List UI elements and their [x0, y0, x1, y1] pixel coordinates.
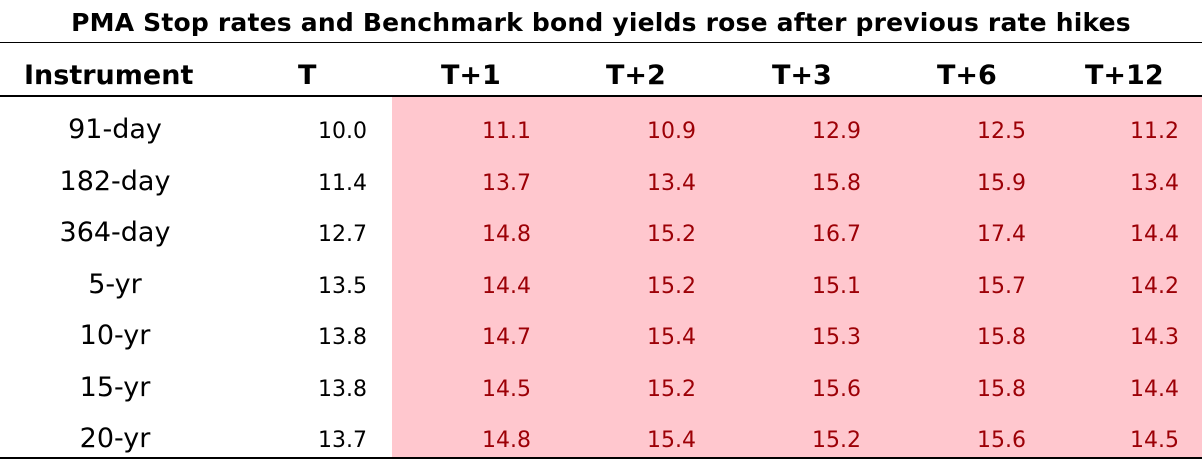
highlight-region — [392, 97, 1202, 457]
highlighted-value: 15.2 — [812, 428, 861, 453]
highlighted-value: 15.8 — [977, 376, 1026, 402]
table-title: PMA Stop rates and Benchmark bond yields… — [71, 8, 1131, 37]
column-header: T+2 — [606, 60, 666, 91]
highlighted-value: 14.4 — [1130, 222, 1179, 247]
instrument-label: 20-yr — [79, 423, 151, 454]
baseline-value: 12.7 — [318, 222, 367, 247]
column-header: T+6 — [937, 60, 997, 91]
baseline-value: 10.0 — [318, 119, 367, 144]
highlighted-value: 13.4 — [1130, 170, 1179, 196]
highlighted-value: 15.6 — [977, 428, 1026, 453]
highlighted-value: 15.6 — [812, 376, 861, 402]
highlighted-value: 12.5 — [977, 119, 1026, 144]
highlighted-value: 14.8 — [482, 428, 531, 453]
highlighted-value: 15.2 — [647, 273, 696, 299]
highlighted-value: 14.7 — [482, 325, 531, 350]
bottom-rule — [0, 457, 1202, 459]
baseline-value: 13.7 — [318, 428, 367, 453]
highlighted-value: 15.4 — [647, 428, 696, 453]
highlighted-value: 15.2 — [647, 376, 696, 402]
highlighted-value: 14.3 — [1130, 325, 1179, 350]
column-header: T+1 — [441, 60, 501, 91]
highlighted-value: 15.7 — [977, 273, 1026, 299]
instrument-label: 10-yr — [79, 320, 151, 351]
highlighted-value: 13.4 — [647, 170, 696, 196]
highlighted-value: 15.8 — [977, 325, 1026, 350]
highlighted-value: 16.7 — [812, 222, 861, 247]
highlighted-value: 15.1 — [812, 273, 861, 299]
highlighted-value: 14.4 — [1130, 376, 1179, 402]
highlighted-value: 17.4 — [977, 222, 1026, 247]
baseline-value: 13.5 — [318, 273, 367, 299]
column-header: T+3 — [772, 60, 832, 91]
baseline-value: 13.8 — [318, 376, 367, 402]
highlighted-value: 14.2 — [1130, 273, 1179, 299]
instrument-label: 5-yr — [88, 268, 142, 300]
baseline-value: 13.8 — [318, 325, 367, 350]
highlighted-value: 15.2 — [647, 222, 696, 247]
instrument-label: 364-day — [59, 217, 171, 248]
highlighted-value: 14.5 — [482, 376, 531, 402]
column-header: T+12 — [1085, 60, 1164, 91]
column-header: Instrument — [24, 60, 194, 91]
highlighted-value: 14.8 — [482, 222, 531, 247]
column-header: T — [298, 60, 317, 91]
highlighted-value: 14.4 — [482, 273, 531, 299]
highlighted-value: 12.9 — [812, 119, 861, 144]
baseline-value: 11.4 — [318, 170, 367, 196]
header-rule — [0, 95, 1202, 97]
instrument-label: 182-day — [59, 165, 171, 197]
highlighted-value: 10.9 — [647, 119, 696, 144]
highlighted-value: 15.8 — [812, 170, 861, 196]
highlighted-value: 11.2 — [1130, 119, 1179, 144]
highlighted-value: 15.9 — [977, 170, 1026, 196]
highlighted-value: 15.4 — [647, 325, 696, 350]
instrument-label: 15-yr — [79, 371, 151, 403]
highlighted-value: 11.1 — [482, 119, 531, 144]
highlighted-value: 15.3 — [812, 325, 861, 350]
highlighted-value: 14.5 — [1130, 428, 1179, 453]
highlighted-value: 13.7 — [482, 170, 531, 196]
title-rule — [0, 42, 1202, 43]
instrument-label: 91-day — [68, 114, 162, 145]
